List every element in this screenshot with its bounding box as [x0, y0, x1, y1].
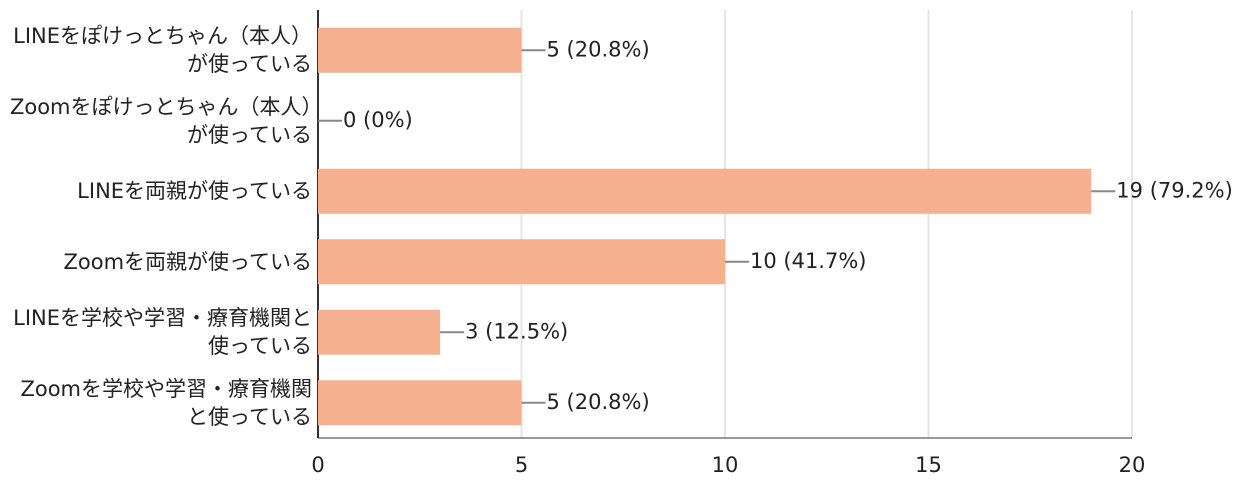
- bar: [318, 380, 522, 426]
- y-tick-label: LINEを学校や学習・療育機関と使っている: [13, 306, 312, 359]
- bar: [318, 27, 522, 73]
- value-label: 0 (0%): [343, 108, 413, 132]
- x-tick-label: 10: [712, 453, 739, 477]
- value-label: 5 (20.8%): [547, 37, 650, 61]
- x-tick-label: 20: [1119, 453, 1146, 477]
- value-label: 10 (41.7%): [750, 249, 867, 273]
- y-tick-label: Zoomを両親が使っている: [63, 249, 313, 274]
- y-tick-label: Zoomを学校や学習・療育機関と使っている: [20, 376, 312, 429]
- bar: [318, 168, 1092, 214]
- bar: [318, 309, 441, 355]
- value-label: 5 (20.8%): [547, 390, 650, 414]
- bar: [318, 239, 725, 285]
- value-label: 3 (12.5%): [465, 319, 568, 343]
- x-tick-label: 0: [311, 453, 324, 477]
- value-label: 19 (79.2%): [1116, 178, 1233, 202]
- x-tick-label: 15: [915, 453, 942, 477]
- y-tick-label: LINEをぽけっとちゃん（本人）が使っている: [13, 24, 312, 77]
- x-tick-label: 5: [515, 453, 528, 477]
- y-tick-label: Zoomをぽけっとちゃん（本人）が使っている: [9, 94, 312, 147]
- y-tick-label: LINEを両親が使っている: [77, 179, 312, 204]
